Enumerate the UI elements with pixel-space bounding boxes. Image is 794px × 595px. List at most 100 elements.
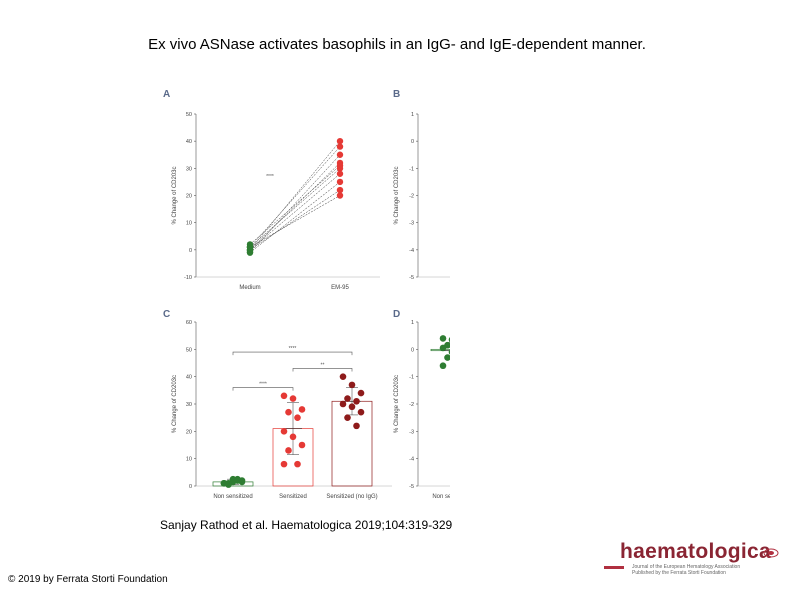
data-point — [280, 428, 288, 435]
y-axis-label: % Change of CD203c — [394, 166, 400, 224]
paired-line — [249, 162, 341, 251]
bar — [430, 348, 450, 352]
significance-label: **** — [266, 174, 274, 180]
paired-line — [249, 165, 341, 245]
data-point — [285, 408, 292, 416]
citation: Sanjay Rathod et al. Haematologica 2019;… — [160, 518, 453, 532]
data-point-treated — [336, 151, 344, 158]
data-point-treated — [336, 165, 344, 172]
paired-line — [249, 173, 341, 251]
data-point-treated — [336, 170, 344, 177]
data-point — [285, 447, 292, 454]
panel-a: A -10 0 10 20 30 40 50 % Change of CD203c Medium E… — [163, 89, 380, 291]
panel-letter: C — [163, 309, 170, 320]
paired-line — [249, 141, 341, 250]
y-tick-label: -3 — [409, 221, 414, 227]
y-tick-label: -1 — [409, 375, 414, 381]
journal-logo: haematologica Journal of the European He… — [604, 540, 784, 580]
y-tick-label: 1 — [411, 320, 414, 326]
data-point-treated — [336, 192, 344, 199]
data-point — [357, 389, 365, 397]
data-point — [339, 373, 347, 380]
y-axis-label: % Change of CD203c — [394, 375, 400, 433]
x-category-label: EM-95 — [331, 285, 349, 291]
y-tick-label: 0 — [411, 347, 414, 353]
data-point — [448, 349, 450, 355]
data-point — [348, 403, 356, 411]
data-point — [298, 406, 306, 413]
y-tick-label: 20 — [186, 194, 192, 200]
data-point-treated — [336, 178, 344, 186]
logo-wordmark: haematologica — [620, 540, 771, 563]
logo-subtext-1: Journal of the European Hematology Assoc… — [632, 564, 741, 570]
data-point — [439, 344, 447, 352]
data-point — [353, 397, 360, 405]
y-tick-label: 10 — [186, 221, 192, 227]
y-tick-label: -1 — [409, 166, 414, 172]
y-tick-label: -2 — [409, 402, 414, 408]
significance-label: **** — [259, 382, 267, 388]
data-point-treated — [336, 186, 344, 194]
y-tick-label: -2 — [409, 194, 414, 200]
copyright: © 2019 by Ferrata Storti Foundation — [8, 574, 168, 585]
y-tick-label: 0 — [189, 484, 192, 490]
paired-line — [249, 181, 341, 253]
paired-line — [249, 154, 341, 253]
data-point — [294, 414, 301, 421]
logo-accent-left — [604, 566, 624, 569]
y-tick-label: 30 — [186, 402, 192, 408]
logo-subtext: Journal of the European Hematology Assoc… — [632, 564, 740, 576]
y-tick-label: -4 — [409, 457, 414, 463]
data-point — [439, 335, 447, 342]
x-category-label: Non sensitized — [213, 494, 252, 500]
significance-bracket — [292, 368, 353, 372]
x-category-label: Sensitized (no IgG) — [326, 494, 377, 500]
data-point — [344, 414, 351, 421]
data-point — [444, 354, 450, 361]
data-point-baseline — [246, 243, 254, 251]
paired-line — [249, 146, 341, 248]
panel-d: D -5 -4 -3 -2 -1 0 1 % Change of CD203c Non sensi… — [393, 309, 450, 500]
paired-line — [249, 189, 341, 251]
data-point-treated — [336, 143, 344, 150]
y-tick-label: 60 — [186, 320, 192, 326]
panel-b: B-5-4-3-2-101% Change of CD203cMedium2.4… — [393, 89, 450, 281]
y-axis-label: % Change of CD203c — [172, 166, 178, 224]
y-axis-label: % Change of CD203c — [172, 375, 178, 433]
y-tick-label: 1 — [411, 112, 414, 118]
logo-emblem-icon — [763, 548, 779, 558]
y-tick-label: 50 — [186, 347, 192, 353]
data-point-treated — [336, 137, 344, 145]
panel-letter: B — [393, 89, 400, 100]
x-category-label: Sensitized — [279, 494, 307, 500]
data-point — [357, 408, 365, 416]
data-point — [220, 479, 228, 487]
y-tick-label: 40 — [186, 139, 192, 145]
data-point — [448, 337, 450, 343]
y-tick-label: 20 — [186, 429, 192, 435]
data-point — [294, 460, 301, 468]
slide-title: Ex vivo ASNase activates basophils in an… — [148, 36, 646, 53]
data-point — [348, 381, 356, 389]
data-point — [280, 460, 288, 468]
data-point — [339, 400, 347, 408]
data-point — [439, 362, 447, 370]
panel-letter: D — [393, 309, 400, 320]
y-tick-label: 0 — [189, 248, 192, 254]
data-point — [280, 392, 288, 400]
logo-subtext-2: Published by the Ferrata Storti Foundati… — [632, 570, 726, 576]
y-tick-label: 40 — [186, 375, 192, 381]
data-point — [353, 422, 360, 430]
significance-label: **** — [289, 346, 297, 352]
data-point — [289, 395, 297, 402]
y-tick-label: -5 — [409, 275, 414, 281]
y-tick-label: 50 — [186, 112, 192, 118]
y-tick-label: -3 — [409, 429, 414, 435]
y-tick-label: 10 — [186, 457, 192, 463]
significance-bracket — [232, 351, 353, 356]
x-category-label: Non sensitized — [432, 494, 450, 500]
y-tick-label: -10 — [184, 275, 192, 281]
significance-label: ** — [321, 362, 325, 368]
significance-bracket — [232, 387, 294, 391]
